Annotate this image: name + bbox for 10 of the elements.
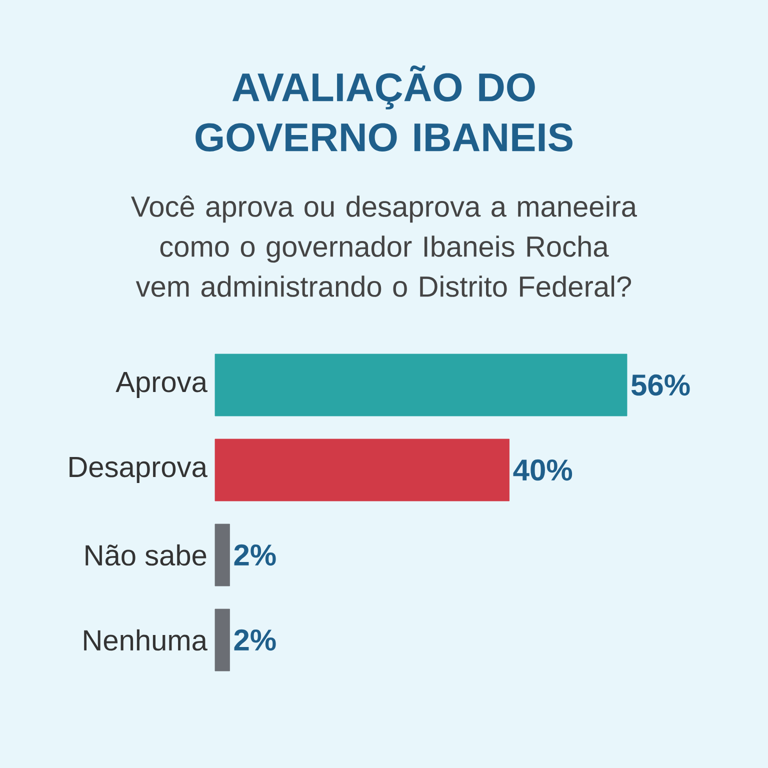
y-tick-label: Desaprova	[70, 457, 208, 483]
data-label: 56%	[631, 374, 690, 396]
y-tick-label: Nenhuma	[84, 629, 208, 651]
data-label: 40%	[513, 459, 572, 481]
data-label: 2%	[234, 629, 276, 651]
chart-title: AVALIAÇÃO DO GOVERNO IBANEIS	[196, 66, 572, 152]
data-label: 2%	[234, 544, 276, 566]
y-tick-label: Não sabe	[86, 544, 206, 566]
y-tick-label: Aprova	[116, 372, 208, 398]
chart-subtitle: Você aprova ou desaprova a maneeira como o governador Ibaneis Rocha vem administrando o Distrito Federal?	[131, 196, 638, 297]
